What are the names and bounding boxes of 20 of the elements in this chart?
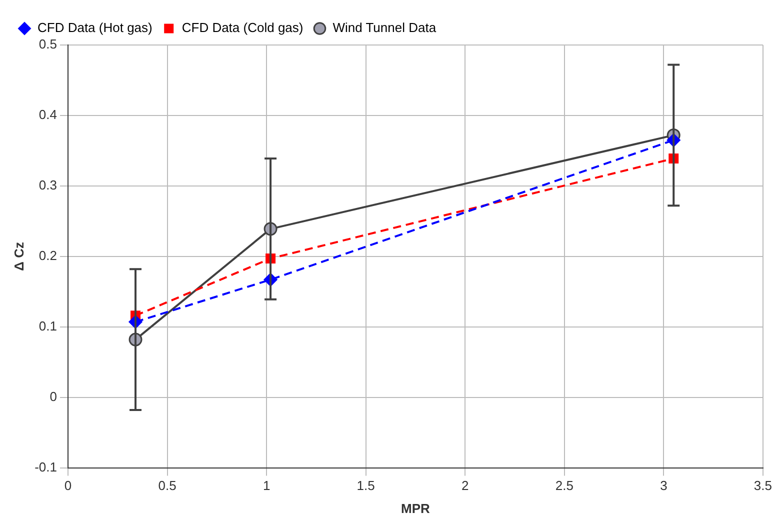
x-tick-label: 3.5 [754, 478, 772, 494]
y-tick-label: 0.3 [38, 178, 57, 193]
y-tick-label: 0.2 [38, 248, 57, 263]
y-axis-title: Δ Cz [11, 241, 26, 271]
y-tick-label: 0.4 [38, 107, 57, 122]
x-tick-label: 2 [462, 478, 469, 494]
y-tick-label: -0.1 [34, 459, 57, 474]
x-tick-label: 0 [64, 478, 72, 494]
y-tick-label: 0 [50, 388, 57, 404]
x-tick-label: 1 [262, 478, 270, 494]
legend-label: CFD Data (Cold gas) [182, 20, 304, 36]
x-tick-label: 2.5 [555, 478, 574, 494]
y-tick-label: 0.1 [38, 318, 57, 334]
x-tick-label: 0.5 [158, 478, 176, 494]
x-axis-title: MPR [401, 500, 431, 516]
x-tick-label: 3 [660, 478, 668, 494]
y-tick-label: 0.5 [38, 36, 57, 52]
x-tick-label: 1.5 [356, 478, 375, 494]
legend-label: Wind Tunnel Data [332, 20, 437, 36]
legend-label: CFD Data (Hot gas) [38, 20, 152, 36]
